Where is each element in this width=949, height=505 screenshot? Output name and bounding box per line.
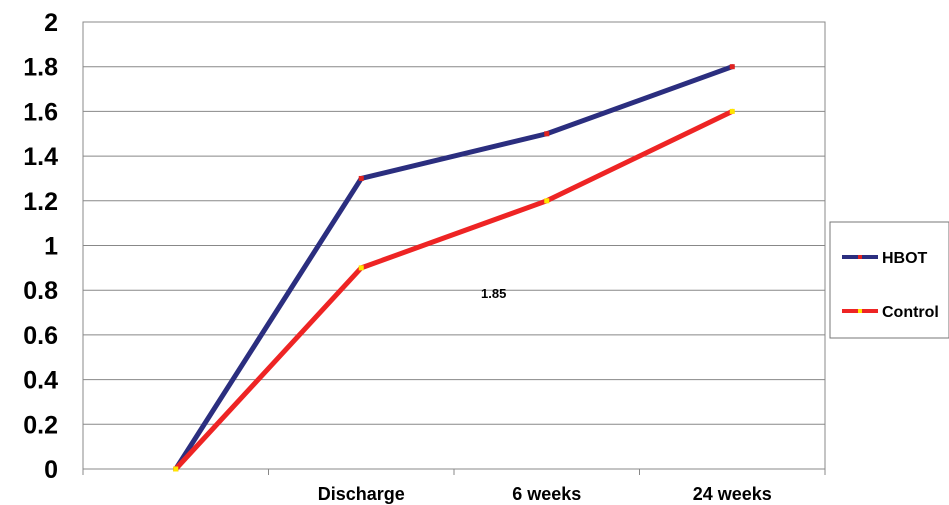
x-tick-label: 6 weeks — [512, 484, 581, 504]
series-line-hbot — [173, 64, 735, 472]
data-point-hbot — [358, 175, 364, 181]
data-point-control — [729, 108, 735, 114]
x-tick-label: 24 weeks — [693, 484, 772, 504]
legend: HBOT Control — [829, 221, 949, 339]
y-tick-label: 0.4 — [23, 367, 58, 395]
y-tick-label: 1.2 — [23, 188, 58, 216]
data-point-control — [358, 265, 364, 271]
annotation-label: 1.85 — [481, 286, 506, 301]
y-tick-label: 1.6 — [23, 98, 58, 126]
y-tick-label: 1 — [44, 233, 58, 261]
series-markers — [173, 64, 735, 472]
x-axis-tick-labels: Discharge 6 weeks 24 weeks — [318, 484, 772, 504]
y-tick-label: 2 — [44, 9, 58, 37]
series-lines — [173, 64, 735, 472]
legend-label-control: Control — [882, 304, 939, 321]
y-tick-label: 1.8 — [23, 54, 58, 82]
x-tick-label: Discharge — [318, 484, 405, 504]
data-point-hbot — [729, 64, 735, 70]
y-tick-label: 1.4 — [23, 143, 58, 171]
y-tick-label: 0.8 — [23, 277, 58, 305]
y-axis-tick-labels: 0 0.2 0.4 0.6 0.8 1 1.2 1.4 1.6 1.8 2 — [23, 9, 58, 484]
y-tick-label: 0.6 — [23, 322, 58, 350]
legend-marker-control — [858, 309, 862, 313]
data-point-hbot — [544, 131, 550, 137]
data-point-control — [544, 198, 550, 204]
y-tick-label: 0.2 — [23, 411, 58, 439]
y-tick-label: 0 — [44, 456, 58, 484]
series-line-control — [173, 108, 735, 472]
data-point-control — [173, 466, 179, 472]
legend-label-hbot: HBOT — [882, 250, 928, 267]
legend-marker-hbot — [858, 255, 862, 259]
legend-box — [829, 221, 949, 339]
